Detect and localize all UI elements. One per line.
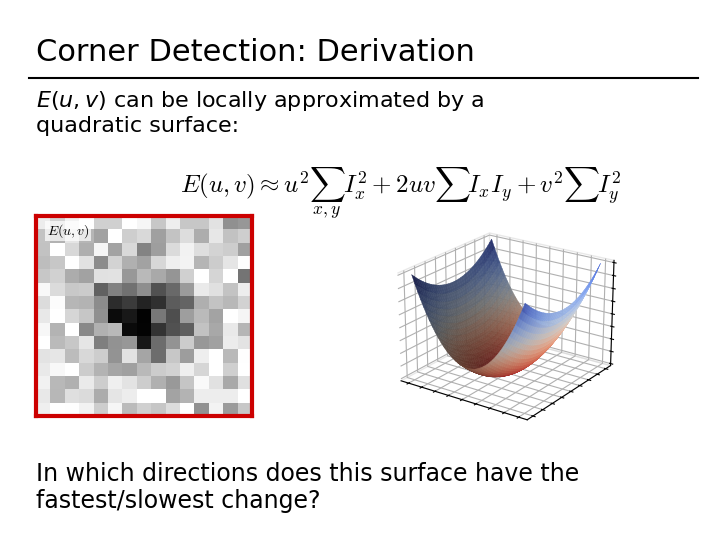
- Text: Corner Detection: Derivation: Corner Detection: Derivation: [36, 38, 475, 67]
- Text: $E(u,v) \approx u^2\sum_{x,y} I_x^2 + 2uv\sum_{x,y} I_x I_y + v^2\sum_{x,y} I_y^: $E(u,v) \approx u^2\sum_{x,y} I_x^2 + 2u…: [180, 165, 621, 220]
- Text: In which directions does this surface have the: In which directions does this surface ha…: [36, 462, 580, 485]
- Text: $E(u, v)$: $E(u, v)$: [47, 222, 89, 240]
- Text: quadratic surface:: quadratic surface:: [36, 116, 239, 136]
- Text: fastest/slowest change?: fastest/slowest change?: [36, 489, 320, 512]
- Text: $E(u, v)$ can be locally approximated by a: $E(u, v)$ can be locally approximated by…: [36, 89, 485, 113]
